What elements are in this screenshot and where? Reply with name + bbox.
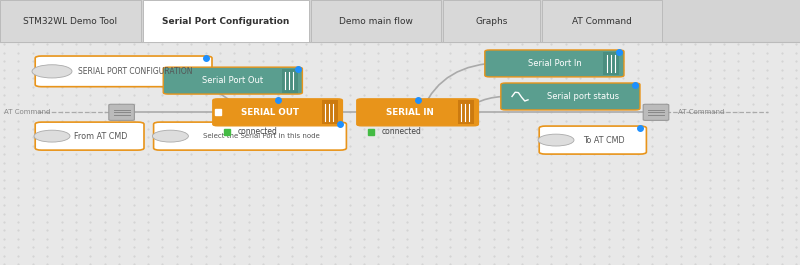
Text: SERIAL PORT CONFIGURATION: SERIAL PORT CONFIGURATION	[78, 67, 192, 76]
Text: From AT CMD: From AT CMD	[74, 132, 127, 141]
Circle shape	[538, 134, 574, 146]
Text: AT Command: AT Command	[572, 17, 632, 26]
FancyBboxPatch shape	[282, 69, 298, 92]
Text: connected: connected	[382, 127, 422, 136]
FancyBboxPatch shape	[539, 126, 646, 154]
Text: STM32WL Demo Tool: STM32WL Demo Tool	[23, 17, 118, 26]
Text: To AT CMD: To AT CMD	[583, 136, 625, 145]
Text: AT Command: AT Command	[4, 109, 50, 115]
Text: SERIAL IN: SERIAL IN	[386, 108, 434, 117]
FancyBboxPatch shape	[357, 99, 478, 126]
FancyBboxPatch shape	[35, 56, 212, 87]
Text: SERIAL OUT: SERIAL OUT	[241, 108, 298, 117]
FancyBboxPatch shape	[501, 83, 640, 110]
Text: Serial Port Configuration: Serial Port Configuration	[162, 17, 290, 26]
Text: Select the Serial Port in this node: Select the Serial Port in this node	[203, 133, 319, 139]
FancyBboxPatch shape	[603, 51, 619, 75]
FancyBboxPatch shape	[485, 50, 624, 77]
FancyBboxPatch shape	[0, 0, 141, 42]
Text: Demo main flow: Demo main flow	[339, 17, 413, 26]
Text: Serial Port In: Serial Port In	[527, 59, 582, 68]
FancyBboxPatch shape	[542, 0, 662, 42]
FancyBboxPatch shape	[443, 0, 540, 42]
FancyBboxPatch shape	[0, 0, 800, 42]
FancyBboxPatch shape	[154, 122, 346, 150]
FancyBboxPatch shape	[163, 67, 302, 94]
FancyBboxPatch shape	[35, 122, 144, 150]
FancyBboxPatch shape	[213, 99, 342, 126]
Text: Serial port status: Serial port status	[547, 92, 619, 101]
Text: Graphs: Graphs	[475, 17, 508, 26]
FancyBboxPatch shape	[311, 0, 441, 42]
FancyBboxPatch shape	[143, 0, 309, 42]
FancyBboxPatch shape	[109, 104, 134, 120]
Text: Serial Port Out: Serial Port Out	[202, 76, 263, 85]
Circle shape	[152, 130, 189, 142]
Circle shape	[32, 65, 72, 78]
FancyBboxPatch shape	[322, 100, 338, 124]
Circle shape	[34, 130, 70, 142]
Text: AT Command: AT Command	[678, 109, 725, 115]
FancyBboxPatch shape	[458, 100, 474, 124]
FancyBboxPatch shape	[643, 104, 669, 120]
Text: connected: connected	[238, 127, 278, 136]
